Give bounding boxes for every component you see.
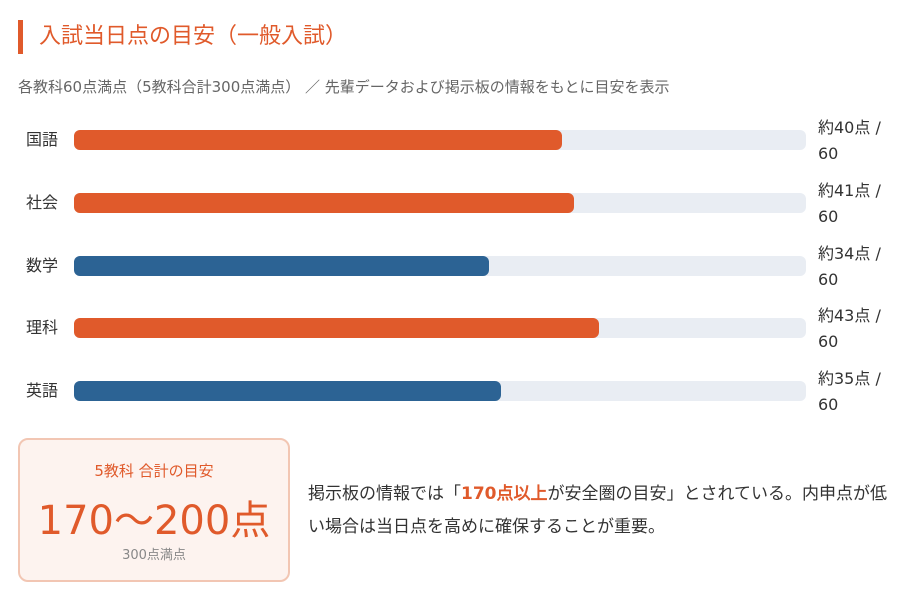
summary-range: 170〜200点 <box>37 498 271 544</box>
summary-label: 5教科 合計の目安 <box>94 462 214 480</box>
bar-track <box>74 255 806 276</box>
category-label: 社会 <box>26 192 59 212</box>
category-label: 国語 <box>26 130 59 149</box>
bar <box>74 381 501 401</box>
value-label: 約41点 / 60 <box>818 180 881 226</box>
value-label: 約35点 / 60 <box>818 369 881 414</box>
bar-track <box>74 130 806 150</box>
subtitle: 各教科60点満点（5教科合計300点満点） ／ 先輩データおよび掲示板の情報をも… <box>18 78 670 96</box>
note-highlight: 170点以上 <box>461 484 548 504</box>
bar-track <box>74 381 806 401</box>
bar-track <box>74 192 806 213</box>
bar <box>74 130 562 150</box>
summary-note: 300点満点 <box>122 548 186 563</box>
note-text: が安全圏の目安」とされている。内申点が低い場合は当日点を高めに確保することが重要… <box>308 484 887 537</box>
title: 入試当日点の目安（一般入試） <box>18 20 347 54</box>
value-label: 約43点 / 60 <box>818 306 881 352</box>
category-label: 理科 <box>26 318 59 338</box>
bar <box>74 318 599 339</box>
bar <box>74 192 575 213</box>
category-label: 英語 <box>26 381 59 400</box>
summary-box: 5教科 合計の目安 170〜200点 300点満点 <box>18 438 290 582</box>
value-label: 約34点 / 60 <box>818 243 881 289</box>
note-text: 掲示板の情報では「 <box>308 484 461 504</box>
bar-track <box>74 318 806 339</box>
value-label: 約40点 / 60 <box>818 118 881 163</box>
note: 掲示板の情報では「170点以上が安全圏の目安」とされている。内申点が低い場合は当… <box>308 478 898 544</box>
bar <box>74 255 489 276</box>
category-label: 数学 <box>26 255 59 275</box>
